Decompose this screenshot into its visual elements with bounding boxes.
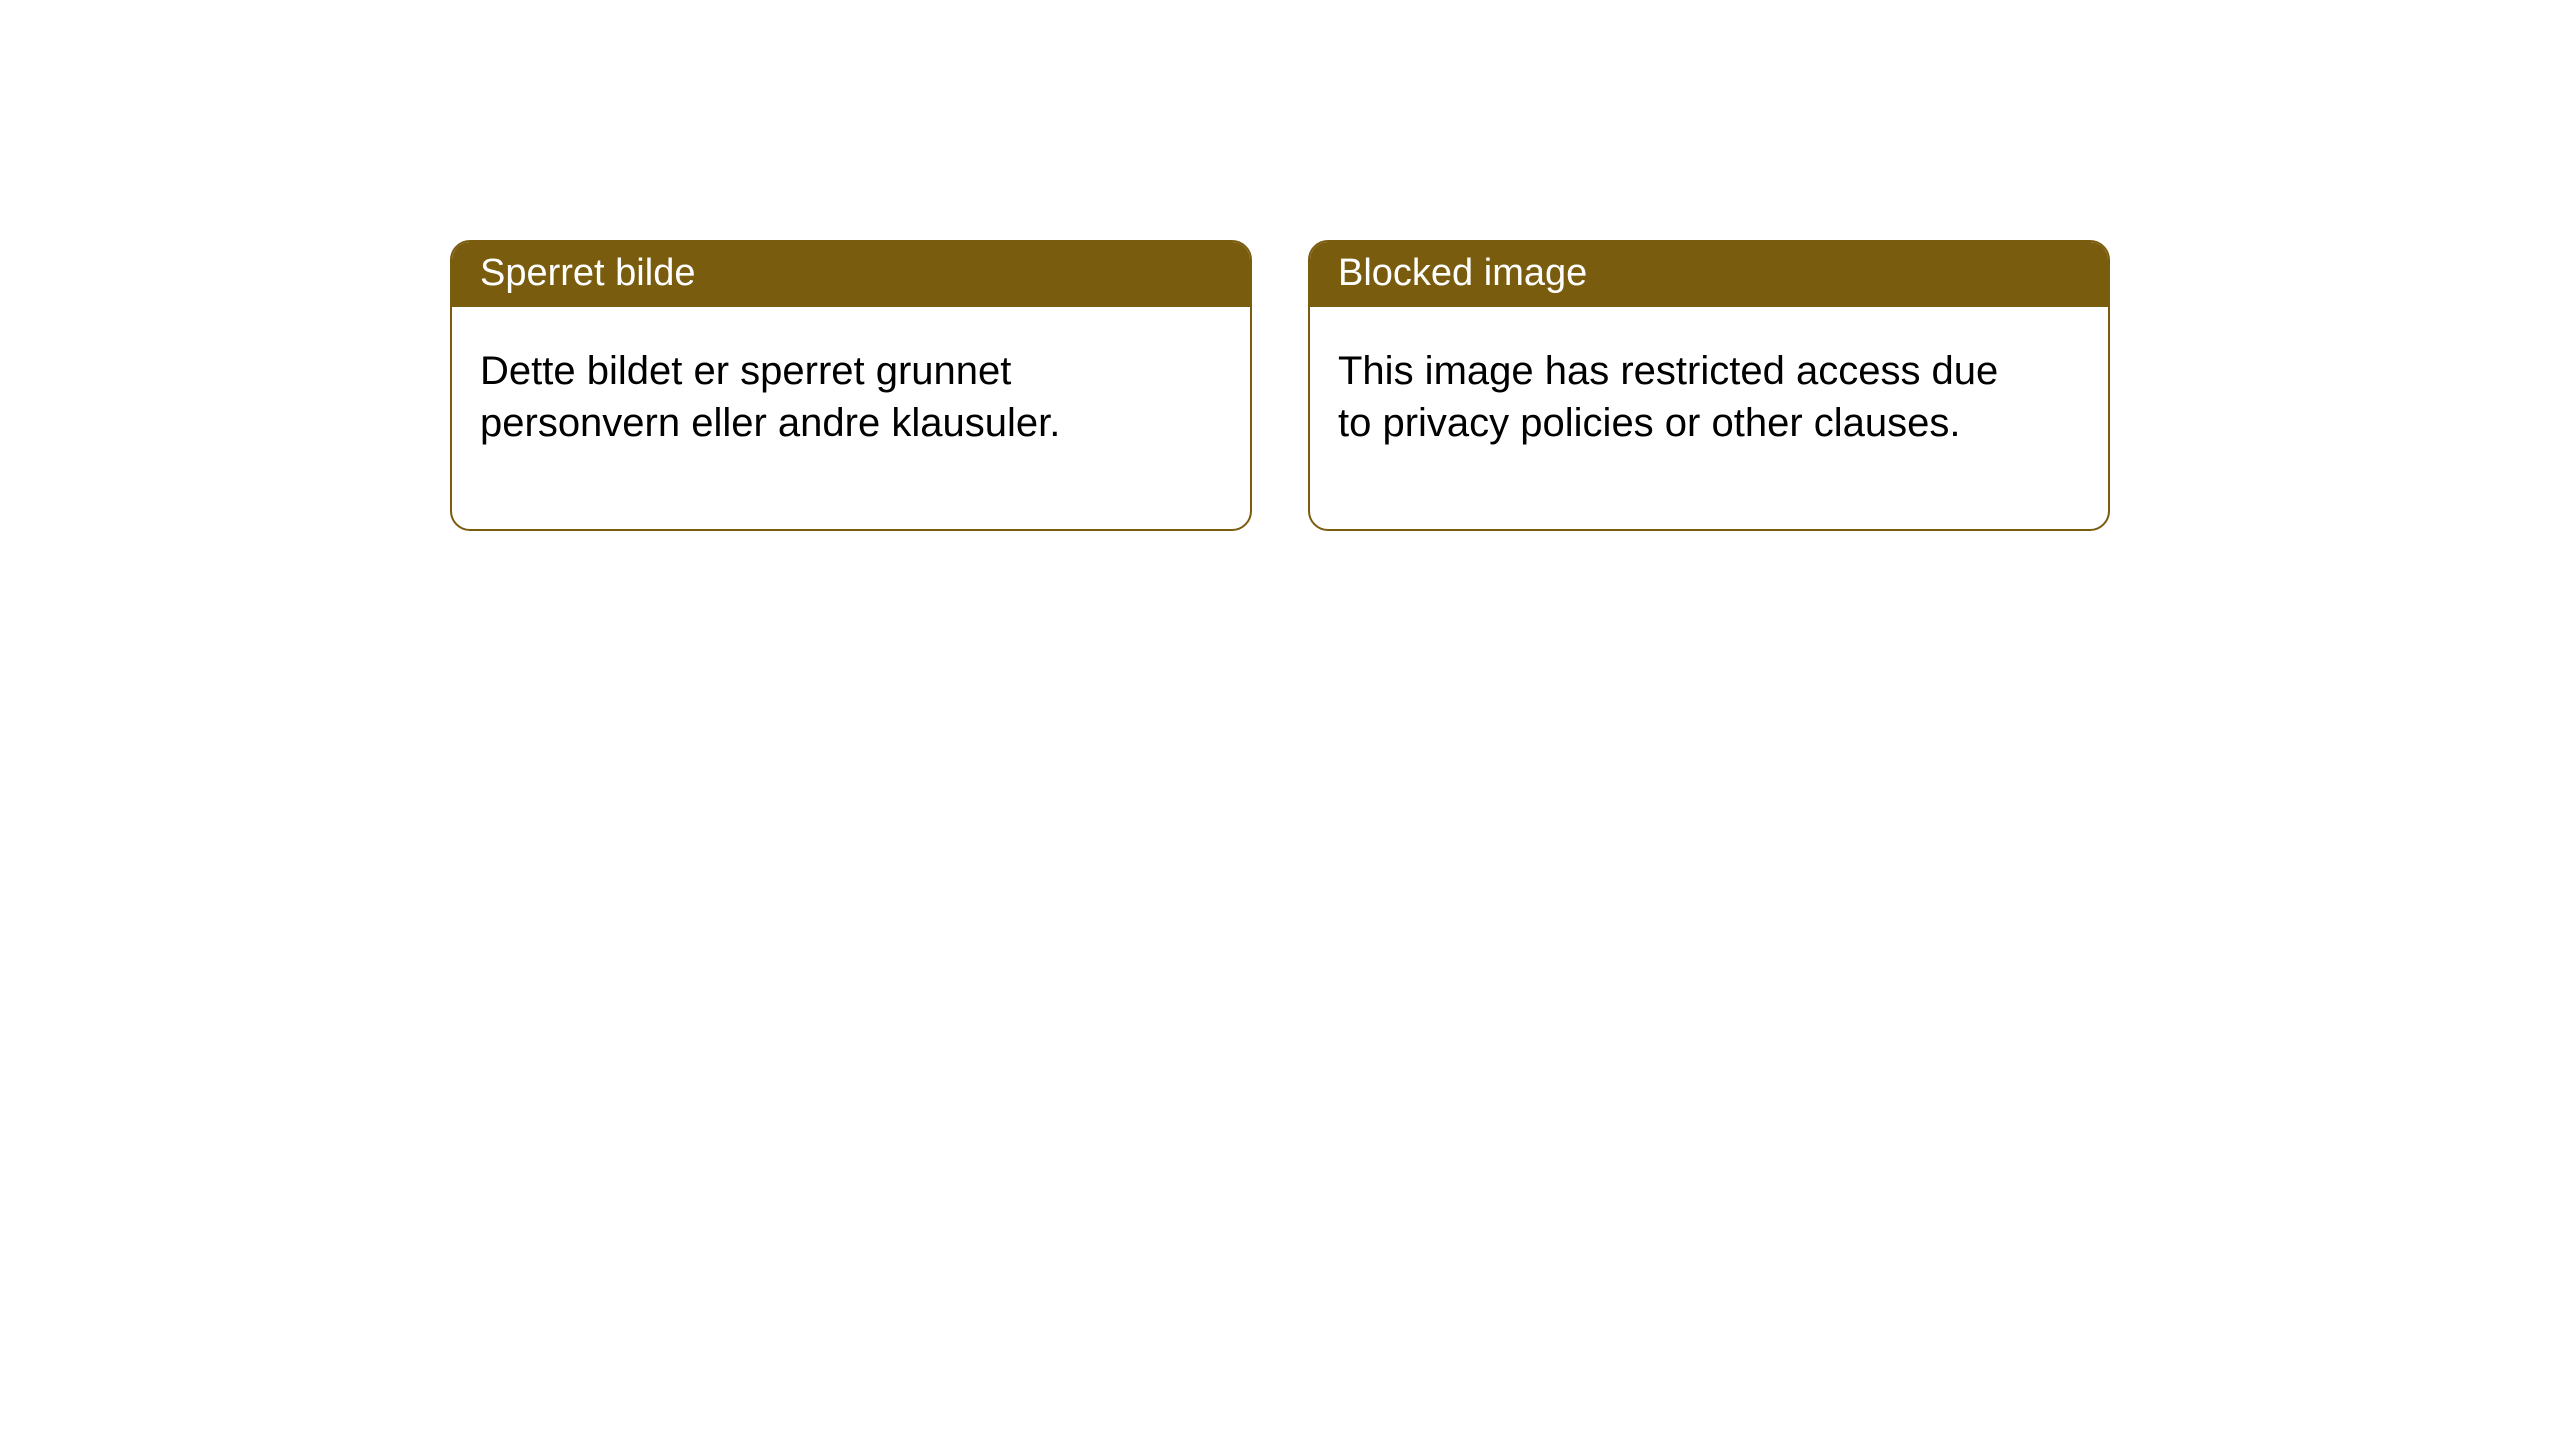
notice-body-english: This image has restricted access due to … <box>1310 307 2030 529</box>
notice-body-norwegian: Dette bildet er sperret grunnet personve… <box>452 307 1172 529</box>
notice-card-norwegian: Sperret bilde Dette bildet er sperret gr… <box>450 240 1252 531</box>
notice-header-english: Blocked image <box>1310 242 2108 307</box>
notice-header-norwegian: Sperret bilde <box>452 242 1250 307</box>
notice-container: Sperret bilde Dette bildet er sperret gr… <box>0 0 2560 531</box>
notice-card-english: Blocked image This image has restricted … <box>1308 240 2110 531</box>
